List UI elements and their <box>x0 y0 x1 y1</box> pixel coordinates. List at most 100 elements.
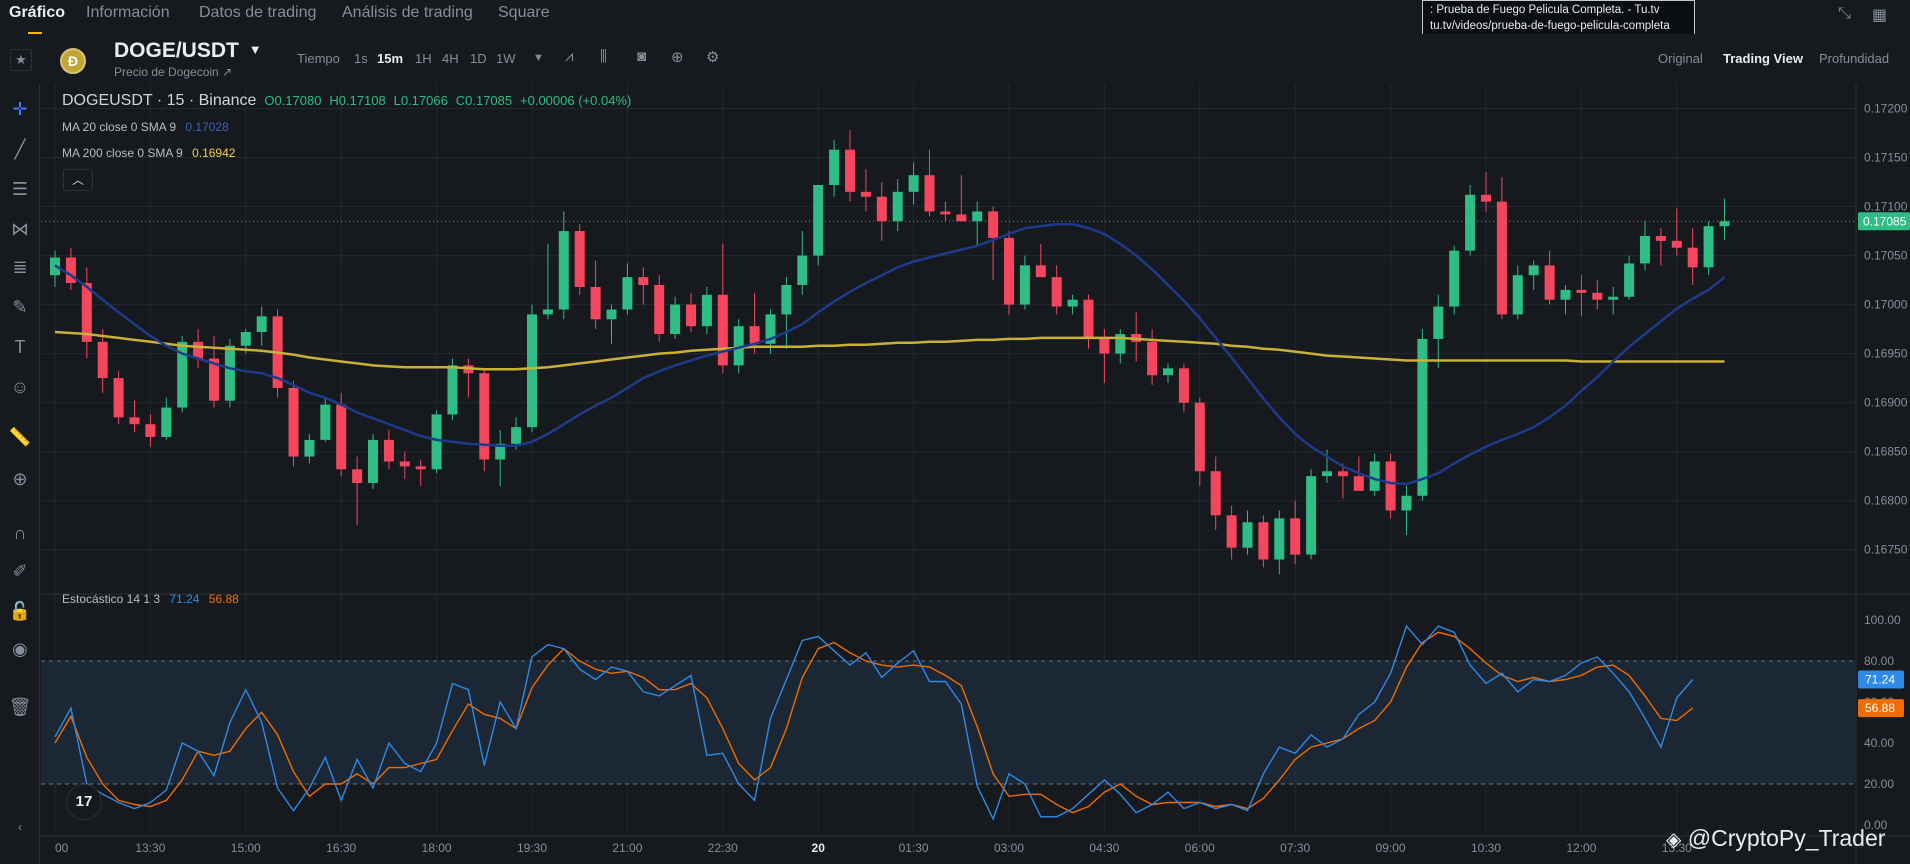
price-chart[interactable]: 0.17200 0.17150 0.17100 0.17050 0.17000 0.169… <box>41 84 1910 864</box>
ma20-label: MA 20 close 0 SMA 9 <box>62 120 177 134</box>
tooltip-url: tu.tv/videos/prueba-de-fuego-pelicula-co… <box>1430 20 1670 32</box>
lock-drawing-icon[interactable]: ✐ <box>12 561 28 581</box>
candle-body <box>224 345 235 401</box>
candle-type-icon[interactable]: ⫼ <box>600 48 607 65</box>
ruler-icon[interactable]: 📏 <box>8 427 32 447</box>
text-icon[interactable]: T <box>14 337 26 357</box>
time-tick-label: 01:30 <box>899 841 929 855</box>
candle-body <box>765 314 776 344</box>
camera-icon[interactable]: ◙ <box>637 48 647 65</box>
time-tick-label: 09:00 <box>1376 841 1406 855</box>
crosshair-icon[interactable]: ✛ <box>12 99 28 119</box>
interval-1h[interactable]: 1H <box>415 51 432 66</box>
candle-body <box>1067 299 1078 307</box>
pattern-icon[interactable]: ⋈ <box>11 219 29 239</box>
settings-gear-icon[interactable]: ⚙ <box>706 49 720 66</box>
binance-diamond-icon: ◈ <box>1666 829 1682 851</box>
candle-body <box>1019 265 1030 305</box>
collapse-icon[interactable]: ⤡ <box>1838 5 1851 22</box>
time-tick-label: 13:30 <box>135 841 165 855</box>
symbol-bar: ★ Ð DOGE/USDT ▼ Precio de Dogecoin ↗ Tie… <box>0 34 1910 84</box>
candle-body <box>1147 341 1158 376</box>
magnet-icon[interactable]: ∩ <box>13 523 27 543</box>
interval-4h[interactable]: 4H <box>442 51 459 66</box>
fib-levels-icon[interactable]: ≣ <box>12 257 28 277</box>
tab-informacion[interactable]: Información <box>86 4 170 21</box>
stoch-d-tag <box>1858 699 1904 718</box>
trend-line-icon[interactable]: ╱ <box>14 139 26 159</box>
time-tick-label: 07:30 <box>1280 841 1310 855</box>
candle-body <box>972 211 983 222</box>
ohlc-legend: DOGEUSDT · 15 · Binance O0.17080 H0.1710… <box>62 92 631 110</box>
tab-analisis-de-trading[interactable]: Análisis de trading <box>342 4 473 21</box>
tab-grafico[interactable]: Gráfico <box>9 4 66 21</box>
interval-1s[interactable]: 1s <box>354 51 368 66</box>
candle-body <box>1035 265 1046 278</box>
candle-body <box>65 257 76 284</box>
ma200-value: 0.16942 <box>192 146 236 160</box>
add-icon[interactable]: ⊕ <box>671 49 684 66</box>
candle-body <box>1258 522 1269 560</box>
time-tick-label: 06:00 <box>1185 841 1215 855</box>
ohlc-close: C0.17085 <box>455 93 513 108</box>
view-profundidad[interactable]: Profundidad <box>1819 51 1890 66</box>
candle-body <box>1465 194 1476 251</box>
candle-body <box>622 277 633 310</box>
trash-icon[interactable]: 🗑 <box>8 697 32 717</box>
pair-subtitle-link[interactable]: Precio de Dogecoin ↗ <box>114 65 233 79</box>
stoch-d-tag-label: 56.88 <box>1865 701 1895 715</box>
candle-body <box>399 461 410 467</box>
candle-body <box>733 326 744 366</box>
eye-icon[interactable]: ◉ <box>12 639 28 659</box>
candle-body <box>336 404 347 470</box>
candles <box>50 130 1730 575</box>
overbought-oversold-band <box>41 661 1856 784</box>
stochastic-band <box>41 220 1856 785</box>
collapse-legend-chevron-icon[interactable]: ︿ <box>63 169 93 191</box>
more-intervals-chevron-icon[interactable]: ▼ <box>533 52 544 64</box>
candle-body <box>479 373 490 460</box>
candle-body <box>797 255 808 285</box>
layout-grid-icon[interactable]: ▦ <box>1872 7 1888 24</box>
horizontal-lines-icon[interactable]: ☰ <box>11 179 29 199</box>
favorite-star-icon[interactable]: ★ <box>10 49 32 71</box>
tab-square[interactable]: Square <box>498 4 550 21</box>
indicators-icon[interactable]: ⩘ <box>565 48 574 65</box>
price-axis: 0.17200 0.17150 0.17100 0.17050 0.17000 0.169… <box>1858 102 1910 557</box>
tab-datos-de-trading[interactable]: Datos de trading <box>199 4 317 21</box>
candle-body <box>1433 306 1444 339</box>
stoch-tick-label: 80.00 <box>1864 654 1894 668</box>
emoji-icon[interactable]: ☺ <box>10 377 30 397</box>
time-tick-label: 03:00 <box>994 841 1024 855</box>
brush-icon[interactable]: ✎ <box>12 297 28 317</box>
candle-body <box>892 191 903 222</box>
view-trading-view[interactable]: Trading View <box>1723 51 1803 66</box>
candle-body <box>1290 518 1301 555</box>
ohlc-open: O0.17080 <box>264 93 322 108</box>
candle-body <box>590 286 601 320</box>
candle-body <box>1004 237 1014 305</box>
candle-body <box>368 439 378 484</box>
toggle-toolbar-chevron-icon[interactable]: ‹ <box>18 820 22 834</box>
candle-body <box>1640 235 1650 264</box>
zoom-icon[interactable]: ⊕ <box>12 469 28 489</box>
interval-1w[interactable]: 1W <box>496 51 516 66</box>
stoch-tick-label: 20.00 <box>1864 777 1894 791</box>
candle-body <box>1083 299 1094 339</box>
ma20-value: 0.17028 <box>185 120 229 134</box>
candle-body <box>97 341 108 379</box>
view-original[interactable]: Original <box>1658 51 1703 66</box>
candle-body <box>638 277 649 285</box>
symbol-selector[interactable]: DOGE/USDT ▼ <box>114 39 262 63</box>
candle-body <box>256 316 267 333</box>
price-tick-label: 0.16750 <box>1864 543 1908 557</box>
lock-icon[interactable]: 🔓 <box>8 601 32 621</box>
time-tick-label: 22:30 <box>708 841 738 855</box>
candle-body <box>288 387 299 457</box>
interval-1d[interactable]: 1D <box>470 51 487 66</box>
tradingview-logo[interactable]: 17 <box>66 784 102 820</box>
ma20-line <box>54 222 1726 486</box>
interval-15m[interactable]: 15m <box>377 51 404 66</box>
candle-body <box>1051 277 1062 307</box>
price-tick-label: 0.16800 <box>1864 494 1908 508</box>
